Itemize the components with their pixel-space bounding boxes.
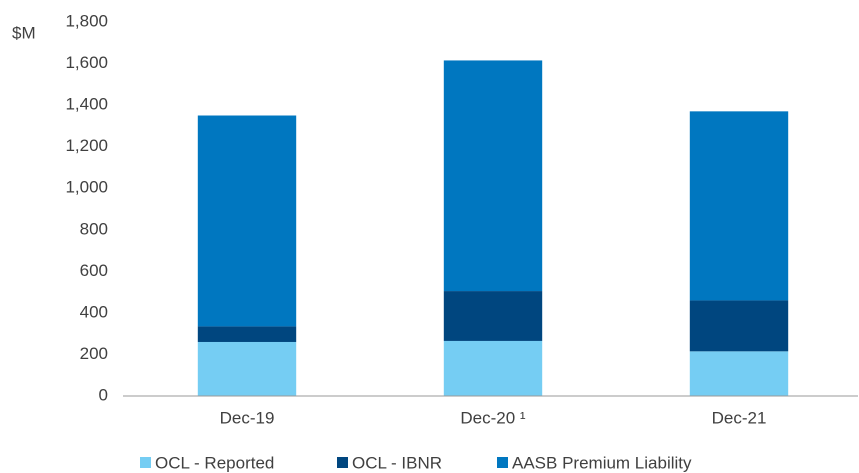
legend-label: OCL - Reported bbox=[155, 453, 274, 472]
bar-segment bbox=[197, 326, 297, 342]
legend-swatch bbox=[337, 457, 348, 468]
bar-segment bbox=[689, 111, 789, 301]
y-tick-label: 1,200 bbox=[65, 136, 108, 155]
bar-segment bbox=[689, 300, 789, 352]
legend-label: OCL - IBNR bbox=[352, 453, 442, 472]
bar-segment bbox=[689, 351, 789, 396]
y-tick-label: 600 bbox=[80, 261, 108, 280]
x-tick-label: Dec-19 bbox=[220, 408, 275, 427]
bar-segment bbox=[443, 291, 543, 341]
y-tick-label: 1,800 bbox=[65, 11, 108, 30]
y-tick-label: 800 bbox=[80, 219, 108, 238]
y-tick-label: 0 bbox=[99, 385, 108, 404]
bar-segment bbox=[197, 341, 297, 396]
legend-swatch bbox=[140, 457, 151, 468]
y-tick-label: 1,000 bbox=[65, 178, 108, 197]
legend-swatch bbox=[497, 457, 508, 468]
bar-segment bbox=[197, 115, 297, 327]
bar-segment bbox=[443, 60, 543, 292]
y-tick-label: 1,600 bbox=[65, 53, 108, 72]
y-tick-label: 400 bbox=[80, 302, 108, 321]
x-tick-label: Dec-21 bbox=[712, 408, 767, 427]
y-tick-label: 200 bbox=[80, 344, 108, 363]
y-tick-label: 1,400 bbox=[65, 95, 108, 114]
legend-label: AASB Premium Liability bbox=[512, 453, 692, 472]
y-axis-label: $M bbox=[12, 23, 36, 42]
bar-segment bbox=[443, 340, 543, 396]
x-tick-label: Dec-20 ¹ bbox=[460, 408, 526, 427]
